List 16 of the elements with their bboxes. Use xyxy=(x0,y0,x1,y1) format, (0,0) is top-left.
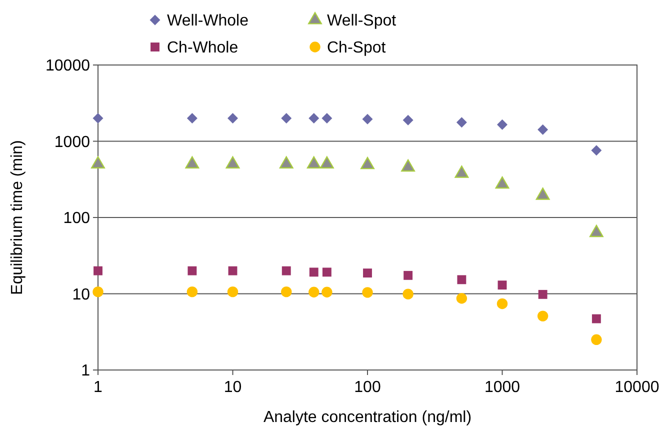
x-axis-title: Analyte concentration (ng/ml) xyxy=(263,409,472,426)
y-tick-label: 100 xyxy=(63,210,90,228)
legend-label: Well-Whole xyxy=(167,12,249,30)
y-tick-label: 1000 xyxy=(54,134,90,151)
x-tick-label: 1 xyxy=(94,379,103,396)
x-tick-label: 100 xyxy=(354,379,381,396)
y-axis-title: Equilibrium time (min) xyxy=(9,140,26,295)
y-tick-label: 1 xyxy=(81,362,90,380)
legend-label: Ch-Whole xyxy=(167,40,238,57)
y-tick-label: 10 xyxy=(72,286,90,304)
x-tick-label: 10 xyxy=(224,379,242,396)
legend-label: Well-Spot xyxy=(327,12,397,30)
y-tick-label: 10000 xyxy=(46,58,90,75)
x-tick-label: 1000 xyxy=(484,379,520,396)
legend-label: Ch-Spot xyxy=(327,40,386,57)
x-tick-label: 10000 xyxy=(614,379,660,396)
